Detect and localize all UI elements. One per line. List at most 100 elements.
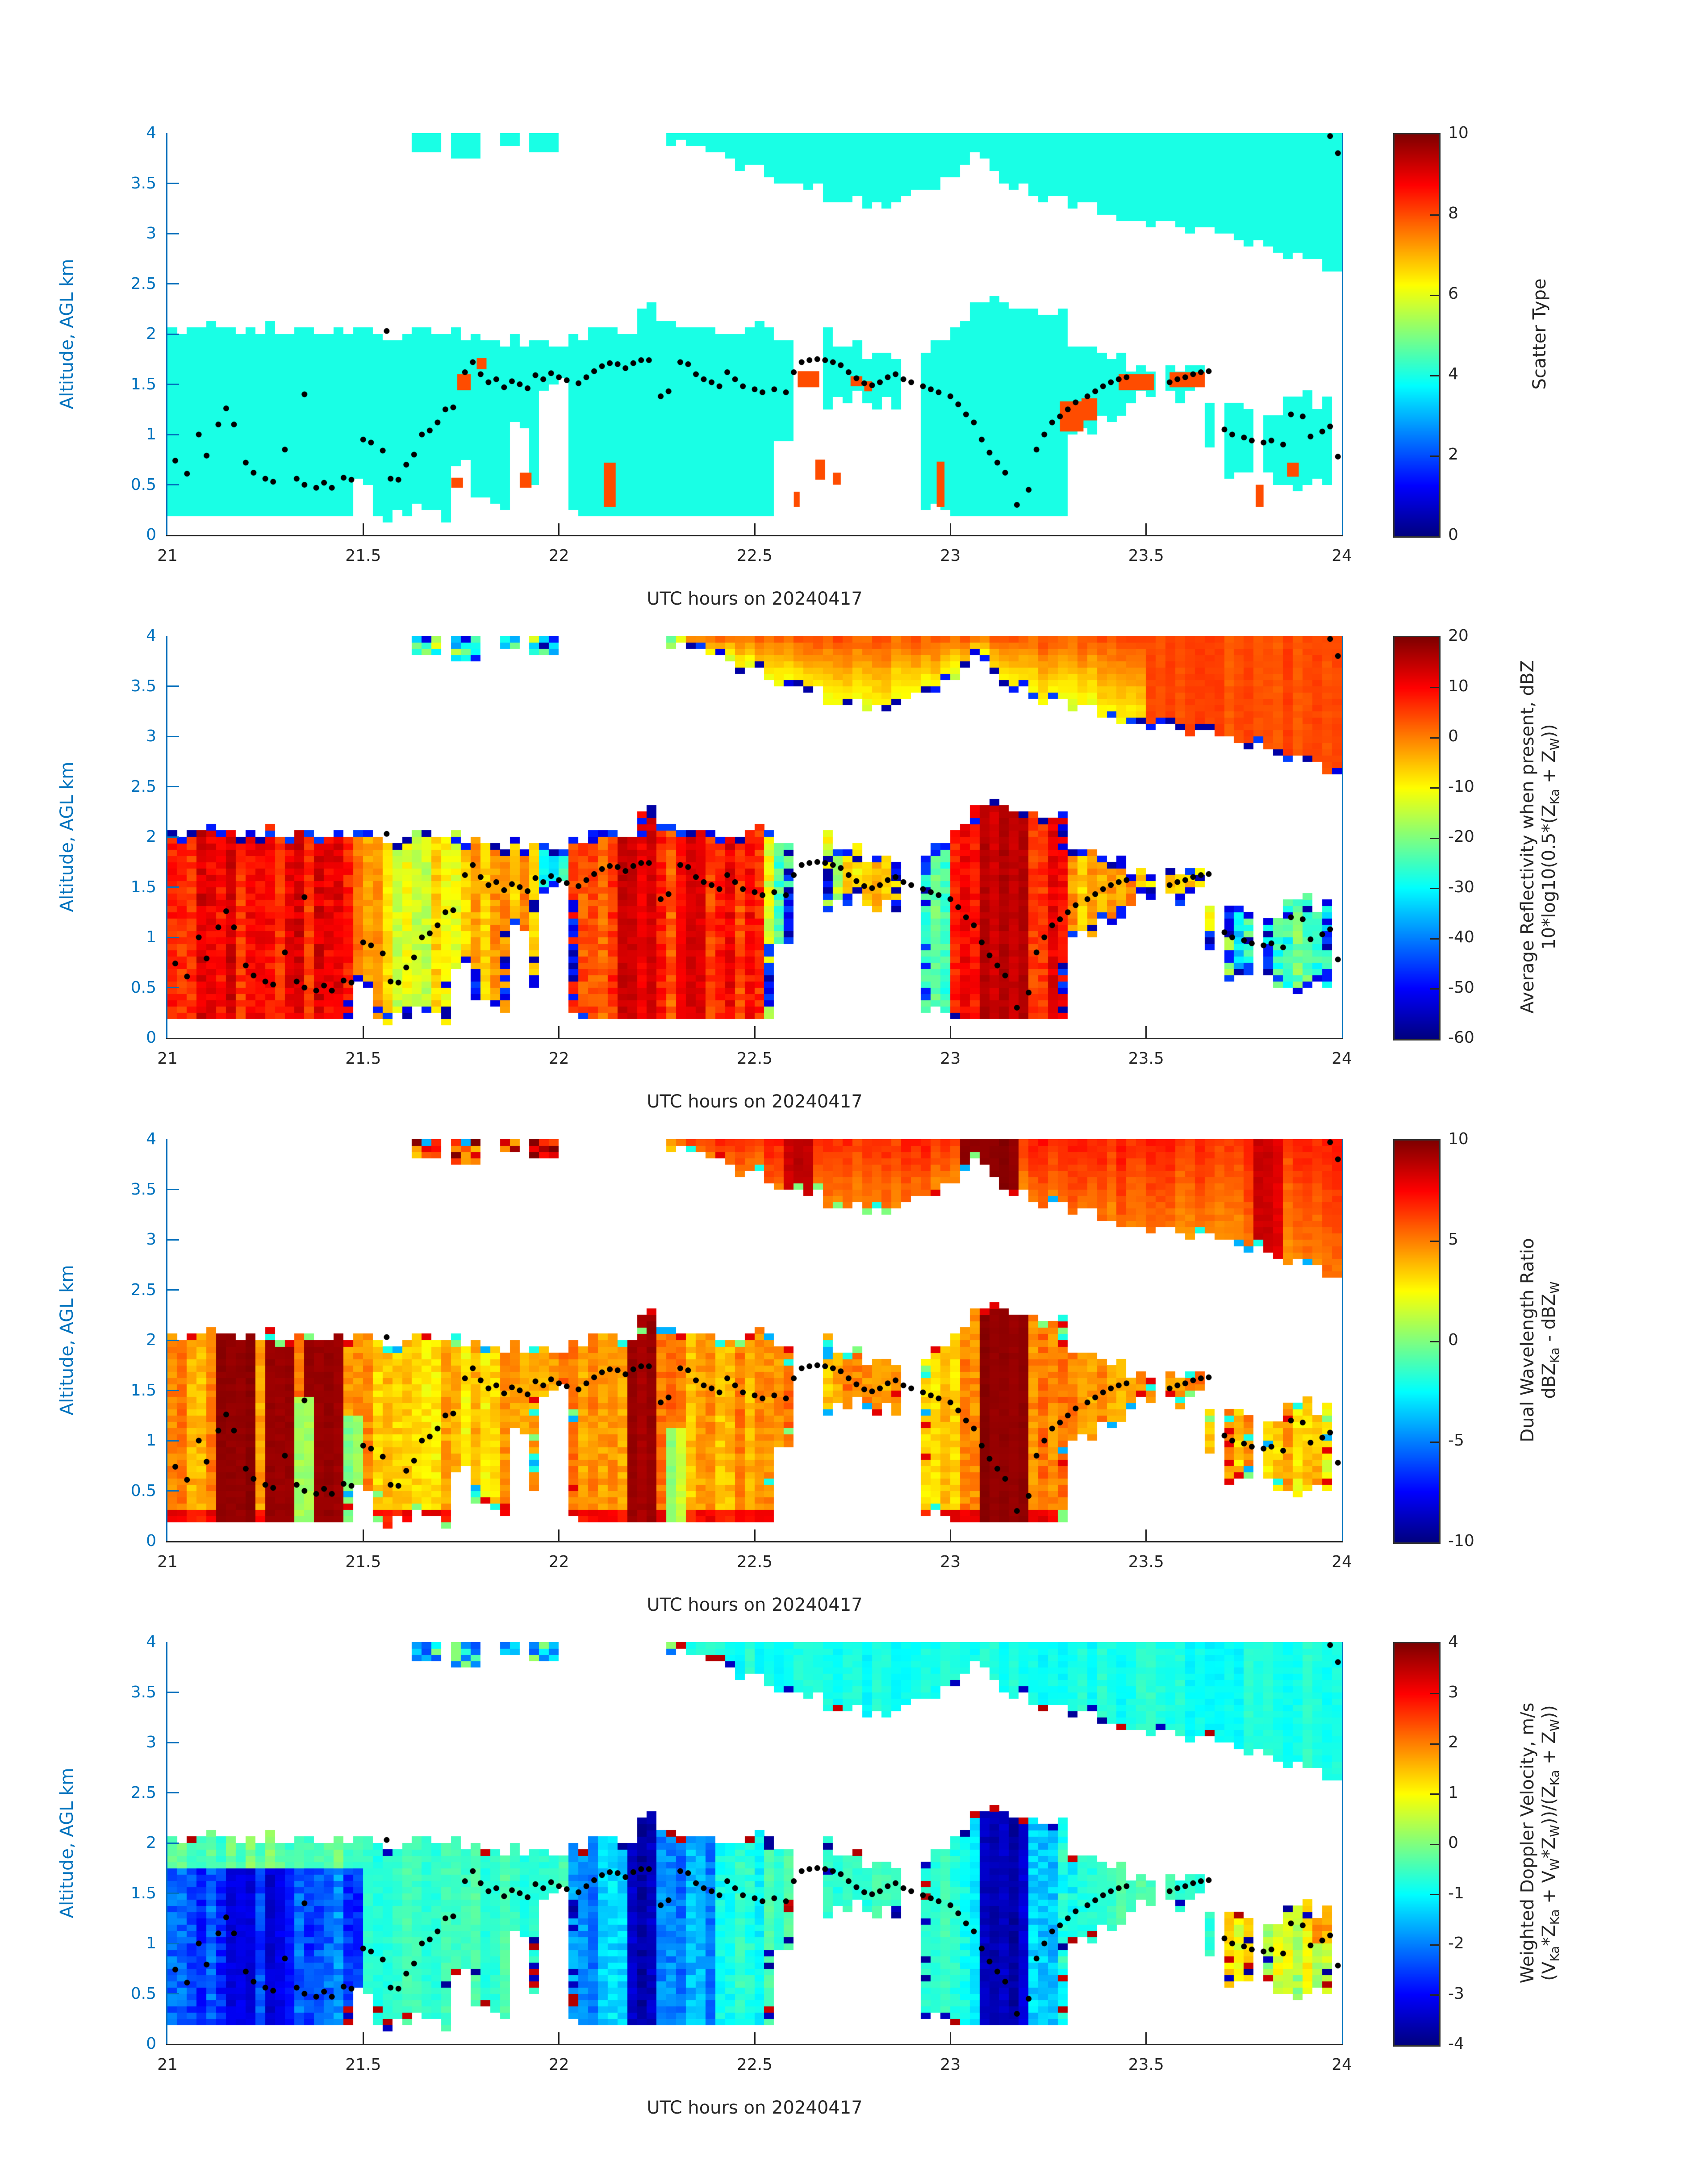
y-tick-label: 2.5 [130, 274, 156, 293]
colorbar-tick-label: -2 [1448, 1934, 1464, 1952]
x-tick-label: 24 [1332, 1553, 1352, 1571]
y-tick-label: 2.5 [130, 777, 156, 796]
colorbar-tick-mark [1430, 737, 1439, 739]
x-tick-mark [362, 2032, 364, 2044]
colorbar-tick-mark [1430, 455, 1439, 457]
y-tick-mark [167, 1993, 179, 1994]
y-tick-label: 3 [146, 224, 156, 242]
colorbar-tick-label: 0 [1448, 526, 1458, 544]
x-axis-label: UTC hours on 20240417 [647, 2098, 863, 2118]
colorbar-tick-mark [1430, 294, 1439, 296]
colorbar-tick-label: 4 [1448, 365, 1458, 383]
x-axis-label: UTC hours on 20240417 [647, 589, 863, 609]
x-tick-label: 23.5 [1128, 2056, 1164, 2074]
colorbar-tick-mark [1430, 1743, 1439, 1745]
colorbar-tick-label: 6 [1448, 284, 1458, 303]
x-tick-label: 21 [157, 1553, 178, 1571]
y-tick-label: 0 [146, 526, 156, 544]
y-tick-label: 3.5 [130, 1180, 156, 1199]
y-tick-label: 2 [146, 1834, 156, 1852]
y-tick-label: 4 [146, 124, 156, 142]
x-tick-label: 21 [157, 1049, 178, 1068]
x-tick-mark [949, 1026, 951, 1038]
y-tick-mark [167, 1893, 179, 1894]
y-tick-label: 0.5 [130, 475, 156, 494]
y-tick-mark [167, 1692, 179, 1693]
plot-area-scatter-type [166, 133, 1343, 536]
colorbar-tick-mark [1430, 1793, 1439, 1795]
y-tick-label: 3 [146, 1733, 156, 1751]
colorbar-tick-label: -40 [1448, 928, 1474, 946]
x-tick-label: 23.5 [1128, 1553, 1164, 1571]
x-tick-mark [754, 2032, 756, 2044]
y-tick-mark [167, 1189, 179, 1190]
x-axis-line [166, 1038, 1343, 1039]
right-axis-line [1342, 1139, 1343, 1542]
x-tick-label: 22.5 [736, 547, 773, 565]
y-tick-label: 2 [146, 325, 156, 343]
x-tick-label: 22 [548, 1049, 569, 1068]
colorbar-tick-mark [1430, 988, 1439, 990]
y-tick-label: 3 [146, 727, 156, 745]
x-tick-label: 22.5 [736, 2056, 773, 2074]
colorbar-tick-label: 0 [1448, 1331, 1458, 1349]
x-tick-mark [362, 523, 364, 535]
y-tick-label: 1 [146, 1934, 156, 1952]
y-axis-line [166, 1139, 167, 1542]
x-tick-label: 23 [940, 1049, 961, 1068]
x-tick-mark [362, 1026, 364, 1038]
x-tick-label: 21.5 [345, 547, 381, 565]
y-tick-label: 1.5 [130, 1381, 156, 1400]
colorbar-tick-mark [1430, 214, 1439, 216]
y-tick-mark [167, 886, 179, 888]
colorbar-gradient-canvas [1395, 134, 1439, 536]
x-axis-line [166, 535, 1343, 536]
x-tick-label: 22 [548, 2056, 569, 2074]
x-tick-label: 23.5 [1128, 1049, 1164, 1068]
colorbar-tick-label: 2 [1448, 1733, 1458, 1751]
x-tick-label: 24 [1332, 547, 1352, 565]
x-axis-line [166, 1541, 1343, 1542]
y-tick-label: 3 [146, 1230, 156, 1249]
y-tick-label: 0.5 [130, 1481, 156, 1500]
x-tick-mark [1145, 1529, 1147, 1541]
colorbar-tick-label: -10 [1448, 1532, 1474, 1550]
y-tick-label: 0.5 [130, 978, 156, 997]
panel-average-reflectivity: Altitude, AGL km UTC hours on 20240417 A… [0, 627, 1708, 1139]
average-reflectivity-heatmap-canvas [167, 636, 1342, 1038]
y-tick-label: 4 [146, 1633, 156, 1651]
y-tick-mark [167, 434, 179, 435]
colorbar-tick-mark [1430, 1944, 1439, 1946]
y-tick-label: 1 [146, 1431, 156, 1450]
x-tick-mark [362, 1529, 364, 1541]
y-tick-label: 1.5 [130, 877, 156, 896]
colorbar-tick-label: -60 [1448, 1028, 1474, 1047]
x-tick-label: 22 [548, 547, 569, 565]
x-tick-label: 21 [157, 2056, 178, 2074]
y-tick-mark [167, 1742, 179, 1743]
x-tick-mark [754, 523, 756, 535]
x-tick-mark [754, 1026, 756, 1038]
x-tick-mark [1145, 523, 1147, 535]
x-tick-label: 24 [1332, 2056, 1352, 2074]
colorbar-dual-wavelength-ratio [1393, 1139, 1441, 1544]
x-tick-label: 22.5 [736, 1553, 773, 1571]
x-tick-label: 23 [940, 2056, 961, 2074]
y-tick-label: 4 [146, 627, 156, 645]
x-tick-label: 22 [548, 1553, 569, 1571]
y-tick-mark [167, 1239, 179, 1241]
x-axis-line [166, 2044, 1343, 2045]
x-tick-label: 24 [1332, 1049, 1352, 1068]
panel-weighted-doppler-velocity: Altitude, AGL km UTC hours on 20240417 W… [0, 1633, 1708, 2145]
colorbar-tick-label: 3 [1448, 1683, 1458, 1701]
colorbar-tick-label: -50 [1448, 978, 1474, 997]
y-tick-mark [167, 283, 179, 284]
colorbar-tick-mark [1430, 1693, 1439, 1694]
x-tick-mark [558, 523, 560, 535]
y-tick-mark [167, 1842, 179, 1844]
colorbar-scatter-type [1393, 133, 1441, 538]
colorbar-tick-label: 10 [1448, 124, 1469, 142]
x-tick-label: 21.5 [345, 1553, 381, 1571]
y-tick-mark [167, 987, 179, 988]
colorbar-tick-mark [1430, 787, 1439, 789]
